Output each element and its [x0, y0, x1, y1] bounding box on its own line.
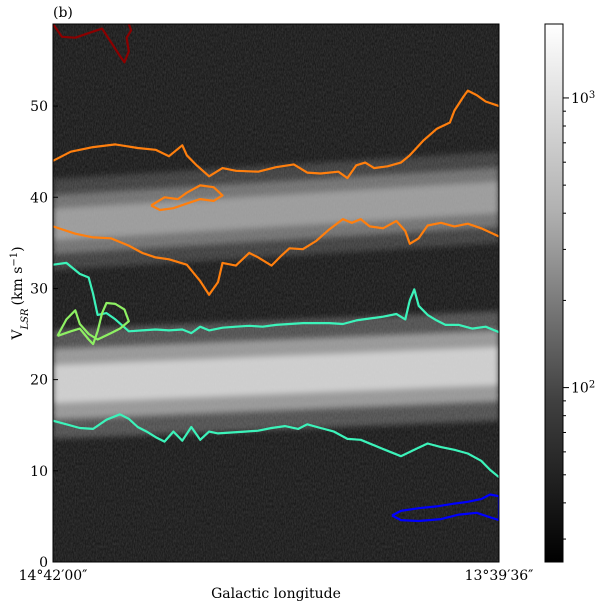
contour-8	[391, 493, 499, 523]
x-tick-label-right: 13°39′36″	[465, 568, 534, 584]
contour-3	[53, 218, 499, 296]
y-axis-label: VLSR(km s−1)	[9, 246, 31, 340]
contour-lines	[53, 24, 499, 523]
y-tick-label-0: 0	[39, 555, 48, 571]
contour-6	[53, 413, 499, 479]
y-tick-label-50: 50	[30, 99, 48, 115]
y-tick-label-10: 10	[30, 464, 48, 480]
y-tick-label-40: 40	[30, 190, 48, 206]
plot-frame	[52, 23, 500, 563]
contour-5	[53, 261, 499, 335]
contour-1	[53, 24, 133, 64]
contour-2	[53, 89, 499, 180]
x-tick-label-left: 14°42′00″	[19, 568, 88, 584]
y-tick-label-30: 30	[30, 281, 48, 297]
y-tick-label-20: 20	[30, 373, 48, 389]
colorbar-gradient	[544, 23, 564, 563]
colorbar-tick-label-1000: 103	[571, 89, 595, 107]
contour-4	[150, 184, 224, 212]
contour-7	[56, 301, 130, 346]
panel-label: (b)	[53, 5, 73, 21]
colorbar: 102 103	[544, 23, 595, 563]
y-axis-ticks: 0 10 20 30 40 50	[30, 99, 58, 571]
x-axis-label: Galactic longitude	[211, 586, 341, 602]
colorbar-ticks: 102 103	[563, 89, 595, 540]
noise-texture	[53, 24, 499, 562]
plot-area: 0 10 20 30 40 50	[30, 23, 500, 571]
colorbar-tick-label-100: 102	[571, 379, 595, 397]
